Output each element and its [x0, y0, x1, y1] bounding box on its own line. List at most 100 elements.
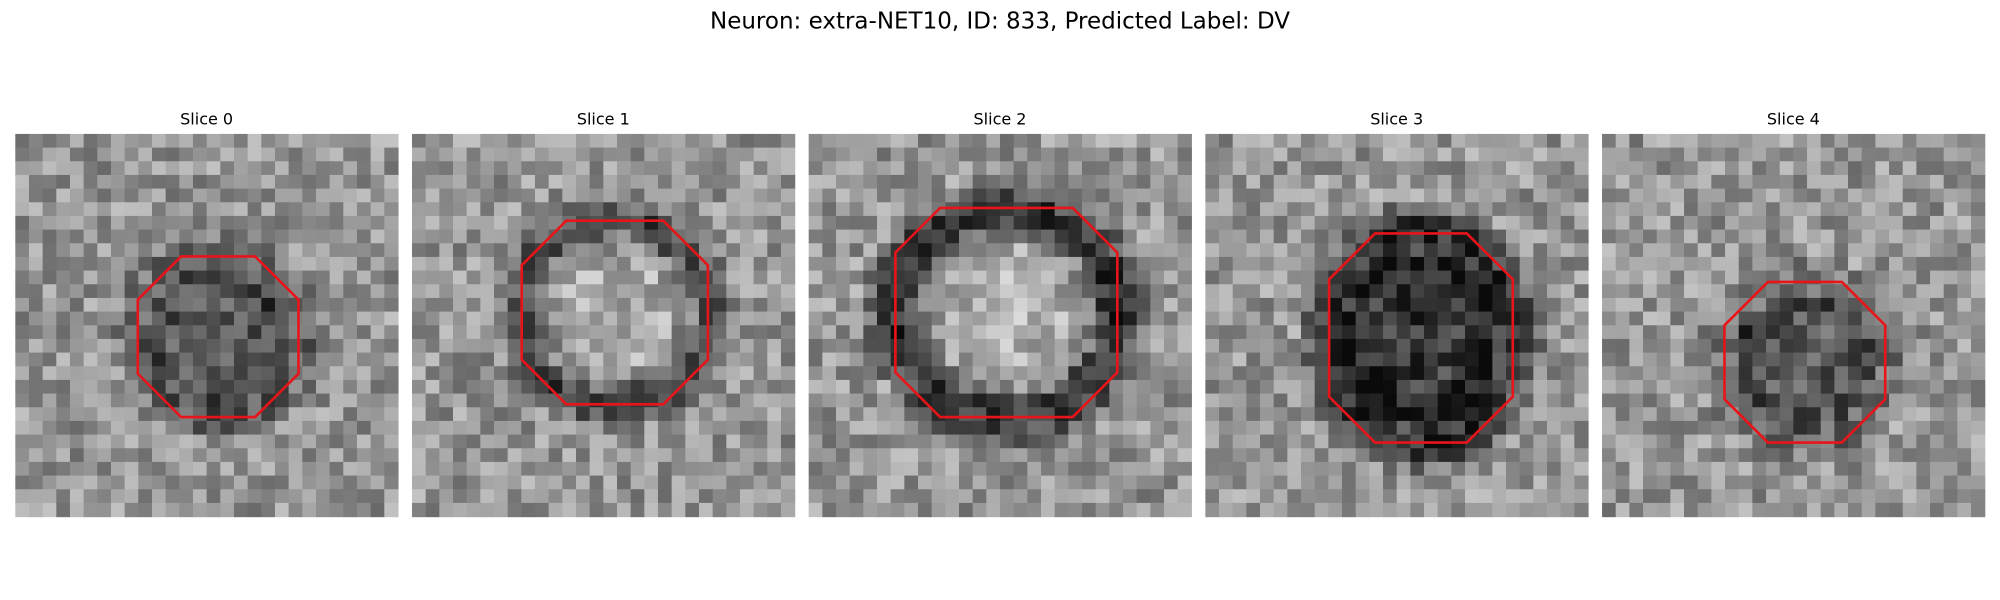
pixel	[42, 284, 57, 299]
panel-title: Slice 2	[974, 109, 1027, 128]
pixel	[575, 420, 591, 436]
pixel	[1574, 161, 1589, 176]
pixel	[1930, 284, 1945, 299]
pixel	[220, 188, 235, 203]
pixel	[411, 407, 427, 422]
pixel	[972, 475, 987, 490]
pixel	[165, 420, 180, 436]
pixel	[206, 434, 221, 449]
pixel	[1287, 448, 1302, 463]
pixel	[534, 434, 550, 449]
pixel	[1081, 188, 1097, 203]
pixel	[657, 502, 673, 518]
pixel	[1793, 161, 1808, 176]
pixel	[69, 502, 85, 518]
pixel	[767, 352, 782, 367]
pixel	[192, 229, 208, 244]
pixel	[534, 448, 550, 463]
pixel	[1547, 133, 1562, 149]
pixel	[918, 174, 933, 190]
pixel	[822, 270, 837, 285]
pixel	[206, 502, 221, 518]
pixel	[1930, 133, 1945, 149]
pixel	[425, 338, 440, 354]
pixel	[644, 448, 659, 463]
pixel	[1040, 270, 1056, 285]
pixel	[1410, 461, 1425, 477]
pixel	[56, 284, 71, 299]
pixel	[1013, 393, 1028, 408]
pixel	[1081, 502, 1097, 518]
pixel	[945, 161, 960, 176]
pixel	[42, 215, 57, 231]
pixel	[1752, 202, 1767, 217]
pixel	[1602, 461, 1617, 477]
pixel	[1629, 270, 1644, 285]
pixel	[767, 393, 782, 408]
pixel	[890, 311, 905, 326]
pixel	[726, 461, 741, 477]
pixel	[288, 270, 303, 285]
pixel	[1383, 379, 1398, 395]
pixel	[274, 284, 290, 299]
pixel	[1451, 407, 1466, 422]
pixel	[808, 229, 823, 244]
pixel	[1424, 188, 1439, 203]
pixel	[343, 366, 358, 381]
pixel	[1916, 256, 1931, 272]
pixel	[1287, 188, 1302, 203]
pixel	[343, 133, 358, 149]
roi-outline	[1723, 280, 1887, 444]
pixel	[1314, 420, 1329, 436]
pixel	[97, 420, 112, 436]
pixel	[1930, 461, 1945, 477]
pixel	[356, 434, 372, 449]
pixel	[685, 297, 700, 313]
pixel	[1027, 202, 1042, 217]
pixel	[1848, 461, 1863, 477]
pixel	[1602, 352, 1617, 367]
pixel	[575, 448, 591, 463]
pixel	[534, 215, 550, 231]
pixel	[1793, 147, 1808, 162]
pixel	[698, 407, 714, 422]
pixel	[1807, 448, 1822, 463]
pixel	[657, 297, 673, 313]
pixel	[124, 311, 139, 326]
pixel	[1902, 434, 1917, 449]
pixel	[1260, 270, 1275, 285]
pixel	[1752, 434, 1767, 449]
pixel	[1602, 174, 1617, 190]
pixel	[1547, 461, 1562, 477]
pixel	[1287, 420, 1302, 436]
pixel	[138, 325, 153, 340]
pixel	[1081, 256, 1097, 272]
pixel	[1656, 297, 1671, 313]
pixel	[1095, 188, 1110, 203]
pixel	[1040, 325, 1056, 340]
pixel	[1205, 448, 1220, 463]
pixel	[1437, 311, 1452, 326]
pixel	[1533, 407, 1548, 422]
pixel	[1957, 174, 1972, 190]
pixel	[767, 297, 782, 313]
pixel	[138, 133, 153, 149]
pixel	[1054, 243, 1069, 258]
pixel	[849, 475, 864, 490]
pixel	[1287, 393, 1302, 408]
pixel	[931, 420, 946, 436]
pixel	[1163, 243, 1179, 258]
pixel	[945, 502, 960, 518]
pixel	[863, 297, 878, 313]
pixel	[274, 475, 290, 490]
pixel	[1875, 243, 1890, 258]
pixel	[1451, 448, 1466, 463]
pixel	[439, 352, 454, 367]
pixel	[753, 420, 768, 436]
pixel	[1287, 174, 1302, 190]
pixel	[575, 161, 591, 176]
pixel	[1369, 188, 1384, 203]
pixel	[179, 229, 194, 244]
pixel	[1943, 475, 1958, 490]
pixel	[1260, 161, 1275, 176]
